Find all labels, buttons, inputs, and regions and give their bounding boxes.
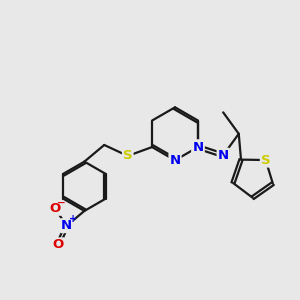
Text: N: N (192, 141, 203, 154)
Text: S: S (123, 149, 133, 162)
Text: N: N (169, 154, 181, 167)
Text: N: N (61, 219, 72, 232)
Text: O: O (49, 202, 60, 215)
Text: +: + (69, 214, 77, 224)
Text: O: O (52, 238, 64, 251)
Text: N: N (218, 149, 229, 162)
Text: N: N (192, 141, 203, 154)
Text: S: S (261, 154, 271, 166)
Text: −: − (57, 198, 65, 208)
